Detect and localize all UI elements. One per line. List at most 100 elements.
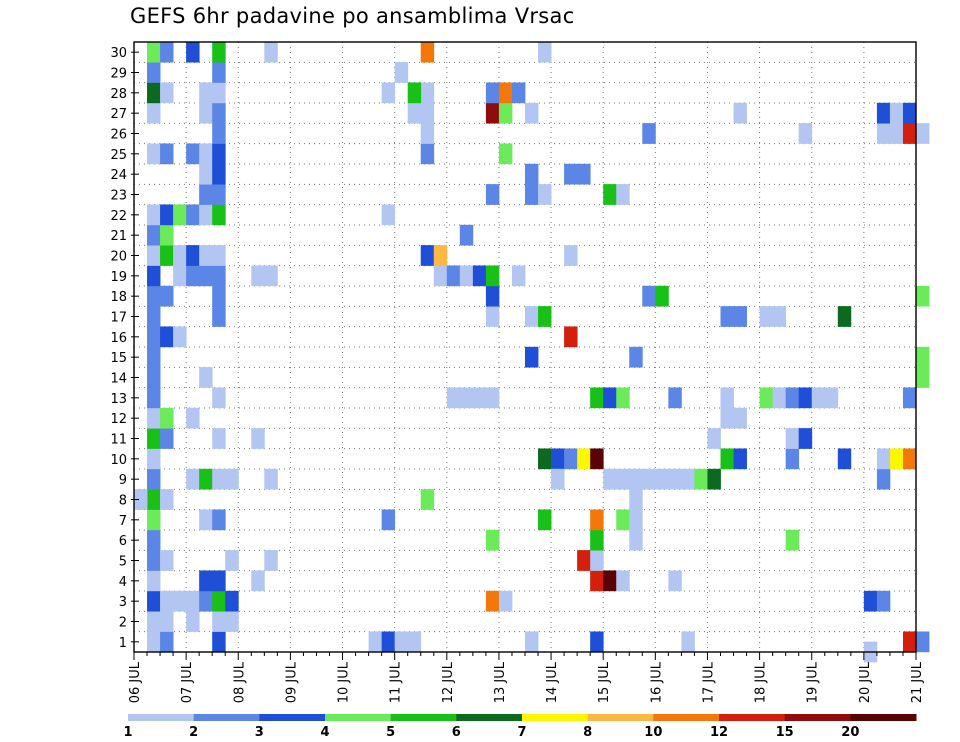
colorbar-label: 6 xyxy=(452,725,461,740)
heatmap-cell xyxy=(485,265,500,287)
heatmap-cell xyxy=(889,102,904,124)
x-tick-label: 09 JUL xyxy=(284,661,299,703)
heatmap-cell xyxy=(186,245,200,266)
heatmap-cell xyxy=(525,631,539,653)
heatmap-cell xyxy=(707,428,721,449)
y-tick-label: 8 xyxy=(119,494,127,509)
heatmap-cell xyxy=(212,204,226,226)
heatmap-cell xyxy=(147,346,161,368)
colorbar-swatch xyxy=(325,714,392,721)
heatmap-cell xyxy=(446,387,461,409)
heatmap-cell xyxy=(160,285,174,307)
heatmap-cell xyxy=(733,306,747,327)
heatmap-cell xyxy=(199,367,213,388)
heatmap-cell xyxy=(472,265,487,287)
heatmap-cell xyxy=(212,387,226,409)
y-tick-label: 1 xyxy=(119,636,127,651)
heatmap-cell xyxy=(525,184,539,205)
heatmap-cell xyxy=(590,387,604,409)
heatmap-cell xyxy=(629,468,643,490)
colorbar-label: 8 xyxy=(583,725,592,740)
heatmap-cell xyxy=(407,102,422,124)
heatmap-cell xyxy=(629,529,643,551)
heatmap-cell xyxy=(147,570,161,592)
heatmap-cell xyxy=(147,611,161,632)
heatmap-cell xyxy=(160,611,174,632)
heatmap-cell xyxy=(433,265,448,287)
heatmap-cell xyxy=(173,245,187,266)
x-tick-label: 18 JUL xyxy=(754,661,769,703)
heatmap-cell xyxy=(837,448,852,470)
heatmap-cell xyxy=(147,306,161,327)
heatmap-cell xyxy=(798,123,813,144)
heatmap-cell xyxy=(642,468,656,490)
heatmap-cell xyxy=(160,41,174,63)
heatmap-cell xyxy=(368,631,383,653)
heatmap-cell xyxy=(212,428,226,449)
heatmap-cell xyxy=(616,570,630,592)
heatmap-cell xyxy=(186,611,200,632)
y-tick-label: 19 xyxy=(110,270,127,285)
heatmap-cell xyxy=(433,245,448,266)
y-tick-label: 5 xyxy=(119,555,127,570)
heatmap-cell xyxy=(212,265,226,287)
y-tick-label: 14 xyxy=(110,372,127,387)
heatmap-cell xyxy=(590,631,604,653)
colorbar-swatch xyxy=(784,714,851,721)
heatmap-cell xyxy=(147,489,161,510)
heatmap-cell xyxy=(381,509,396,531)
x-tick-label: 21 JUL xyxy=(910,661,925,703)
heatmap-cell xyxy=(160,428,174,449)
heatmap-cell xyxy=(212,143,226,165)
heatmap-cell xyxy=(590,529,604,551)
y-tick-label: 4 xyxy=(119,575,127,590)
heatmap-cell xyxy=(538,306,552,327)
heatmap-cell xyxy=(420,245,435,266)
heatmap-cell xyxy=(212,245,226,266)
heatmap-cell xyxy=(629,509,643,531)
colorbar-swatch xyxy=(719,714,786,721)
heatmap-cell xyxy=(420,143,435,165)
heatmap-cell xyxy=(733,407,747,429)
heatmap-cell xyxy=(798,428,813,449)
heatmap-cell xyxy=(485,102,500,124)
y-tick-label: 18 xyxy=(110,290,127,305)
colorbar-label: 10 xyxy=(644,725,662,740)
heatmap-cell xyxy=(199,143,213,165)
y-tick-label: 30 xyxy=(110,46,127,61)
heatmap-cell xyxy=(212,631,226,653)
heatmap-cell xyxy=(876,590,891,612)
heatmap-cell xyxy=(147,529,161,551)
heatmap-cell xyxy=(668,468,682,490)
heatmap-cell xyxy=(472,387,487,409)
heatmap-cell xyxy=(173,265,187,287)
heatmap-cell xyxy=(199,204,213,226)
heatmap-cell xyxy=(212,123,226,144)
heatmap-cell xyxy=(590,509,604,531)
heatmap-cell xyxy=(147,102,161,124)
heatmap-cell xyxy=(525,163,539,185)
heatmap-cell xyxy=(785,448,800,470)
colorbar-label: 12 xyxy=(710,725,728,740)
x-tick-label: 13 JUL xyxy=(493,661,508,703)
heatmap-cell xyxy=(160,550,174,571)
heatmap-cell xyxy=(916,367,930,388)
y-tick-label: 7 xyxy=(119,514,127,529)
heatmap-cell xyxy=(251,265,265,287)
heatmap-cell xyxy=(785,428,800,449)
heatmap-cell xyxy=(876,102,891,124)
heatmap-cell xyxy=(720,407,734,429)
heatmap-cell xyxy=(772,306,787,327)
heatmap-cell xyxy=(225,590,239,612)
heatmap-cell xyxy=(199,163,213,185)
heatmap-cell xyxy=(902,387,917,409)
heatmap-cell xyxy=(538,41,552,63)
heatmap-cell xyxy=(551,468,565,490)
heatmap-cell xyxy=(147,82,161,104)
heatmap-cell xyxy=(916,346,930,368)
heatmap-cell xyxy=(147,468,161,490)
heatmap-cell xyxy=(916,285,930,307)
heatmap-cell xyxy=(759,306,774,327)
heatmap-cell xyxy=(525,102,539,124)
